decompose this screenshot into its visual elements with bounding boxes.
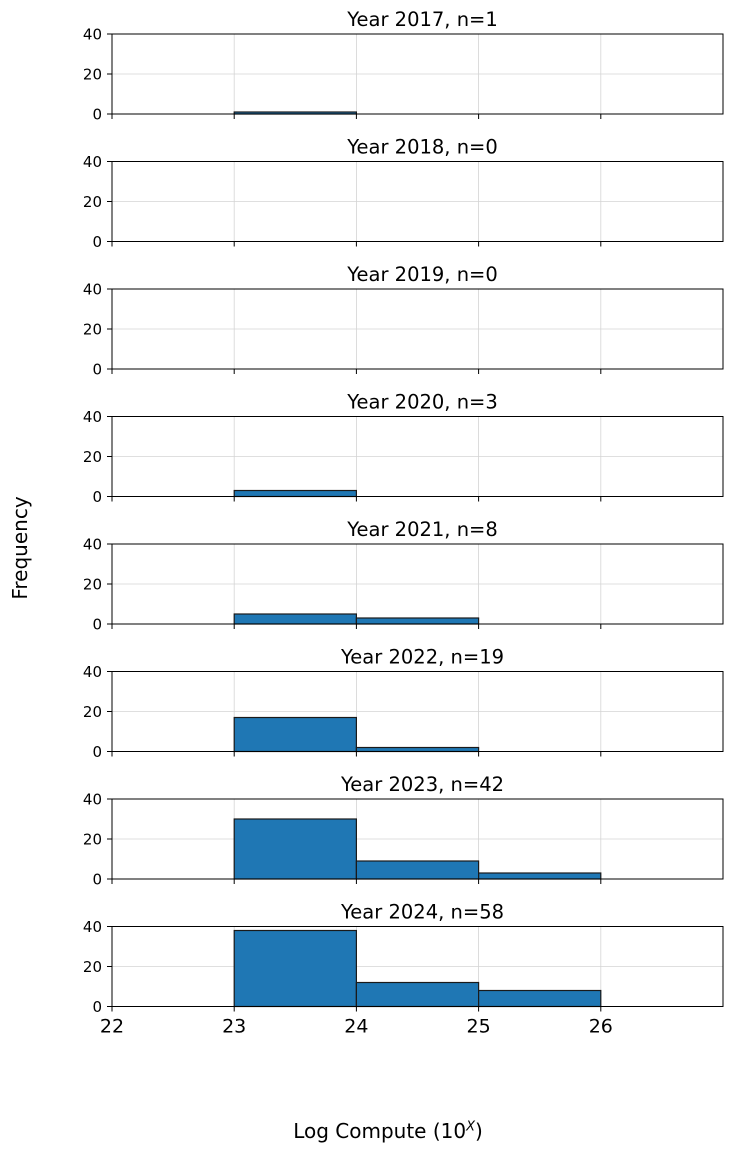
- y-tick-label: 0: [92, 743, 102, 761]
- y-tick-label: 20: [83, 448, 102, 466]
- y-tick-label: 20: [83, 958, 102, 976]
- y-tick-label: 40: [83, 281, 102, 299]
- y-tick-label: 40: [83, 663, 102, 681]
- histogram-bar: [478, 989, 602, 1008]
- y-tick-label: 40: [83, 918, 102, 936]
- y-tick-label: 20: [83, 66, 102, 84]
- panel-title: Year 2017, n=1: [346, 8, 498, 31]
- y-tick-label: 0: [92, 233, 102, 251]
- x-tick-label: 26: [589, 1016, 613, 1038]
- y-tick-label: 20: [83, 703, 102, 721]
- x-axis-label: Log Compute (10X): [293, 1119, 483, 1143]
- y-tick-label: 40: [83, 26, 102, 44]
- y-tick-label: 40: [83, 791, 102, 809]
- histogram-bar: [233, 716, 357, 753]
- y-tick-label: 0: [92, 106, 102, 124]
- histogram-bar: [355, 617, 480, 625]
- panel-title: Year 2020, n=3: [346, 391, 498, 414]
- histogram-bar: [233, 489, 357, 498]
- x-axis-label-main: Log Compute (10: [293, 1119, 467, 1143]
- histogram-bar: [478, 872, 602, 880]
- histogram-bar: [233, 818, 357, 880]
- histogram-bar: [355, 981, 480, 1008]
- panel-title: Year 2019, n=0: [346, 263, 498, 286]
- histogram-bar: [233, 929, 357, 1008]
- y-tick-label: 20: [83, 193, 102, 211]
- y-tick-label: 0: [92, 488, 102, 506]
- y-tick-label: 0: [92, 361, 102, 379]
- y-tick-label: 0: [92, 616, 102, 634]
- y-tick-label: 0: [92, 871, 102, 889]
- x-tick-label: 24: [344, 1016, 368, 1038]
- y-tick-label: 20: [83, 321, 102, 339]
- x-tick-label: 25: [467, 1016, 491, 1038]
- x-tick-label: 23: [222, 1016, 246, 1038]
- y-tick-label: 20: [83, 831, 102, 849]
- panel-title: Year 2021, n=8: [346, 518, 498, 541]
- panel-title: Year 2018, n=0: [346, 136, 498, 159]
- panel-title: Year 2024, n=58: [340, 901, 504, 924]
- histogram-bar: [355, 860, 480, 880]
- y-tick-label: 0: [92, 998, 102, 1016]
- histogram-bar: [233, 613, 357, 625]
- x-tick-label: 22: [100, 1016, 124, 1038]
- panel-title: Year 2022, n=19: [340, 646, 504, 669]
- y-tick-label: 40: [83, 408, 102, 426]
- x-axis-label-end: ): [474, 1119, 483, 1143]
- y-tick-label: 40: [83, 536, 102, 554]
- histogram-bar: [355, 746, 480, 753]
- x-axis-label-superscript: X: [466, 1119, 475, 1135]
- y-tick-label: 40: [83, 153, 102, 171]
- y-tick-label: 20: [83, 576, 102, 594]
- panel-title: Year 2023, n=42: [340, 773, 504, 796]
- y-axis-label: Frequency: [8, 496, 32, 600]
